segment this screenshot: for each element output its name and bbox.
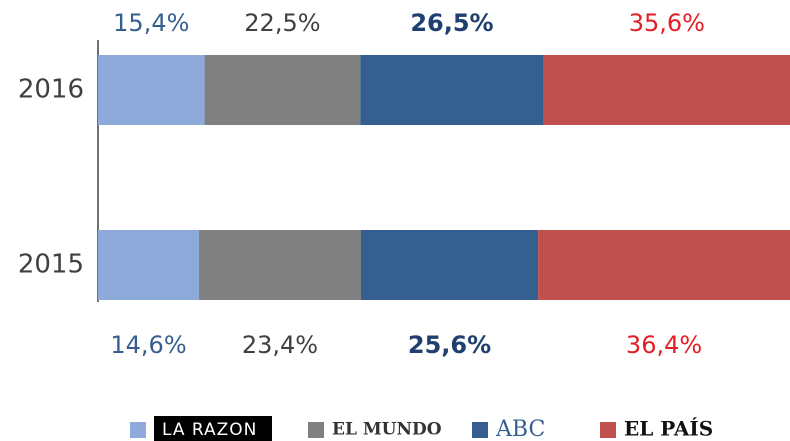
bar-segment — [98, 230, 200, 300]
value-label: 15,4% — [113, 9, 189, 37]
bar-segment — [543, 55, 790, 125]
value-label: 35,6% — [629, 9, 705, 37]
value-label: 25,6% — [408, 331, 491, 359]
category-label: 2016 — [18, 75, 84, 105]
legend-logo-bg — [154, 416, 272, 441]
category-label: 2015 — [18, 250, 84, 280]
legend-swatch — [472, 422, 488, 438]
legend-label: LA RAZON — [162, 420, 257, 440]
bar-segment — [360, 230, 539, 300]
bar-segment — [360, 55, 544, 125]
legend-label: EL PAÍS — [624, 417, 713, 441]
legend-swatch — [600, 422, 616, 438]
legend-label: ABC — [495, 417, 545, 441]
value-label: 22,5% — [244, 9, 320, 37]
bar-segment — [538, 230, 790, 300]
legend-swatch — [308, 422, 324, 438]
bar-segment — [204, 55, 361, 125]
value-label: 14,6% — [110, 331, 186, 359]
legend-label: EL MUNDO — [332, 420, 442, 440]
legend-swatch — [130, 422, 146, 438]
value-label: 23,4% — [242, 331, 318, 359]
bar-segment — [98, 55, 205, 125]
value-label: 36,4% — [626, 331, 702, 359]
bar-segment — [199, 230, 361, 300]
value-label: 26,5% — [410, 9, 493, 37]
